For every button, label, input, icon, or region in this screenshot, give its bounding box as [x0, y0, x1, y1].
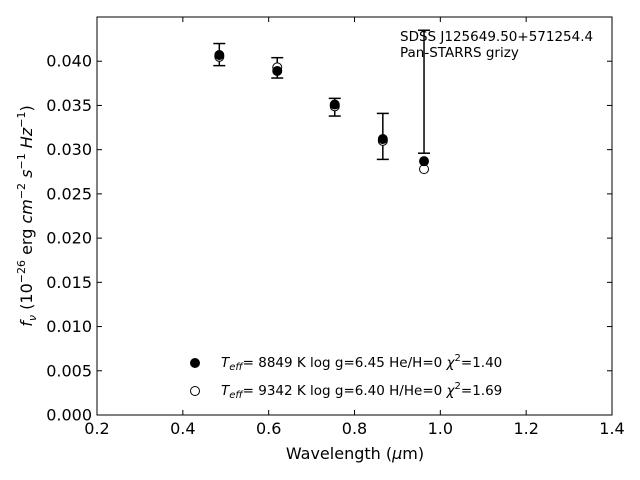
annotation-object-name: SDSS J125649.50+571254.4: [400, 29, 593, 45]
y-tick-label-2: 0.010: [46, 317, 92, 336]
x-tick-label-0: 0.2: [84, 419, 109, 438]
x-tick-label-2: 0.6: [256, 419, 281, 438]
y-tick-label-1: 0.005: [46, 361, 92, 380]
model-point-filled-2: [329, 99, 340, 110]
y-tick-label-7: 0.035: [46, 96, 92, 115]
x-tick-label-4: 1.0: [428, 419, 453, 438]
legend-marker-open: [190, 386, 200, 396]
legend: Teff= 8849 K log g=6.45 He/H=0 χ2=1.40 T…: [190, 353, 502, 401]
model-point-filled-1: [272, 65, 283, 76]
y-tick-label-4: 0.020: [46, 229, 92, 248]
y-tick-label-8: 0.040: [46, 52, 92, 71]
point-layer: [214, 50, 430, 175]
y-tick-label-5: 0.025: [46, 184, 92, 203]
y-tick-label-0: 0.000: [46, 406, 92, 425]
x-tick-label-6: 1.4: [599, 419, 624, 438]
legend-marker-filled: [190, 358, 200, 368]
legend-label-series-1: Teff= 8849 K log g=6.45 He/H=0 χ2=1.40: [221, 353, 502, 373]
tick-layer: 0.2 0.4 0.6 0.8 1.0 1.2 1.4 0.000 0.005 0.010 0.01…: [46, 17, 625, 438]
x-tick-label-1: 0.4: [170, 419, 195, 438]
legend-label-series-2: Teff= 9342 K log g=6.40 H/He=0 χ2=1.69: [221, 381, 502, 401]
model-point-filled-0: [214, 50, 225, 61]
model-point-filled-4: [419, 156, 430, 167]
y-axis-title: fν (10−26 erg cm−2 s−1 Hz−1): [15, 105, 39, 326]
y-tick-label-6: 0.030: [46, 140, 92, 159]
error-bar-layer: [213, 29, 431, 161]
annotation-survey: Pan-STARRS grizy: [400, 45, 519, 61]
x-axis-title: Wavelength (μm): [286, 444, 424, 463]
model-point-filled-3: [377, 134, 388, 145]
x-tick-label-3: 0.8: [342, 419, 367, 438]
y-tick-label-3: 0.015: [46, 273, 92, 292]
x-tick-label-5: 1.2: [513, 419, 538, 438]
plot-frame: [96, 16, 613, 416]
